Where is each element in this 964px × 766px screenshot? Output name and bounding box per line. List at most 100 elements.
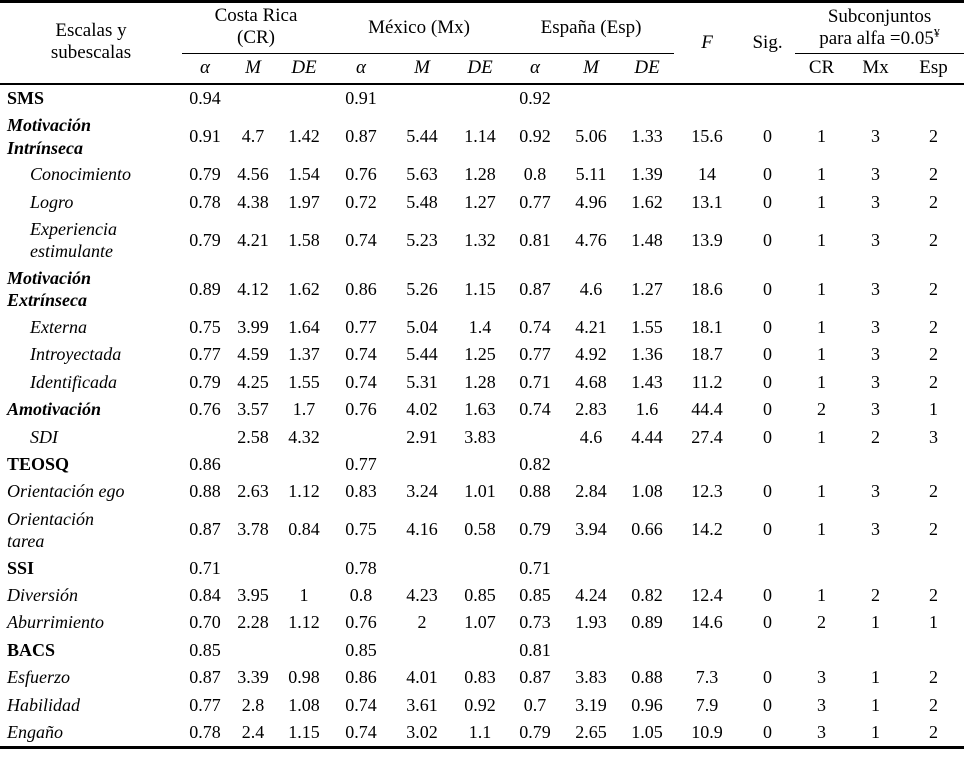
cell-value: 2.84 xyxy=(575,481,607,502)
cell-value xyxy=(452,555,508,582)
cell-value: 0.83 xyxy=(464,667,496,688)
cell-value: 1 xyxy=(817,316,827,337)
cell-value: 2 xyxy=(929,371,939,392)
table-row: Habilidad 0.77 2.8 1.08 0.74 3.61 0.92 0.7 3.19 0… xyxy=(0,692,964,719)
cell-value: 2 xyxy=(817,612,827,633)
statistics-table: Escalas y subescalas Costa Rica (CR) Méx… xyxy=(0,0,964,750)
cell-value: 0.82 xyxy=(519,453,551,474)
subheader-mx-alpha: α xyxy=(330,53,392,85)
row-label: Engaño xyxy=(7,722,63,743)
table-body: SMS 0.94 0.91 0.92 Motivación Intrínseca 0.91… xyxy=(0,84,964,748)
cell-value: 1.01 xyxy=(464,481,496,502)
cell-value: 0 xyxy=(763,481,773,502)
subheader-subset-esp: Esp xyxy=(903,53,964,85)
cell-value: 0.77 xyxy=(189,344,221,365)
cell-value: 0.79 xyxy=(189,229,221,250)
cell-value: 3.83 xyxy=(464,426,496,447)
cell-value: 4.23 xyxy=(406,585,438,606)
cell-value: 0 xyxy=(763,426,773,447)
cell-value: 1.07 xyxy=(464,612,496,633)
cell-value: 0.7 xyxy=(523,694,547,715)
row-label: Motivación Extrínseca xyxy=(7,267,91,311)
cell-value xyxy=(620,555,674,582)
cell-value: 1 xyxy=(817,426,827,447)
row-label: Introyectada xyxy=(30,344,122,365)
cell-value: 3 xyxy=(817,722,827,743)
cell-value: 0.86 xyxy=(189,453,221,474)
row-label: Diversión xyxy=(7,585,78,606)
cell-value: 4.01 xyxy=(406,667,438,688)
cell-value xyxy=(848,637,903,664)
cell-value: 0.87 xyxy=(519,278,551,299)
cell-value xyxy=(674,451,740,478)
cell-value: 10.9 xyxy=(691,722,723,743)
header-row-groups: Escalas y subescalas Costa Rica (CR) Méx… xyxy=(0,1,964,85)
cell-value xyxy=(562,555,620,582)
cell-value: 1.25 xyxy=(464,344,496,365)
cell-value: 5.31 xyxy=(406,371,438,392)
cell-value: 1 xyxy=(929,399,939,420)
cell-value: 2 xyxy=(929,481,939,502)
cell-value xyxy=(228,451,278,478)
column-header-escalas: Escalas y subescalas xyxy=(0,1,182,85)
cell-value: 2.83 xyxy=(575,399,607,420)
group-header-mexico: México (Mx) xyxy=(330,1,509,55)
cell-value: 1 xyxy=(817,371,827,392)
cell-value: 0.86 xyxy=(345,667,377,688)
subheader-esp-alpha: α xyxy=(508,53,563,85)
cell-value: 0.74 xyxy=(519,316,551,337)
cell-value: 0.96 xyxy=(631,694,663,715)
cell-value: 5.48 xyxy=(406,191,438,212)
cell-value: 2 xyxy=(929,585,939,606)
cell-value: 1.39 xyxy=(631,164,663,185)
table-row: Aburrimiento 0.70 2.28 1.12 0.76 2 1.07 0.73 1.9… xyxy=(0,609,964,636)
cell-value: 1.4 xyxy=(468,316,492,337)
cell-value: 1 xyxy=(817,229,827,250)
cell-value: 0.74 xyxy=(345,722,377,743)
cell-value: 0.73 xyxy=(519,612,551,633)
table-row: SDI 2.58 4.32 2.91 3.83 4.6 4.44 27.4 0 1 2 3 xyxy=(0,424,964,451)
table-row: Orientación tarea 0.87 3.78 0.84 0.75 4.16 0.5… xyxy=(0,506,964,555)
cell-value xyxy=(330,424,392,451)
cell-value: 1.12 xyxy=(288,612,320,633)
cell-value: 4.44 xyxy=(631,426,663,447)
cell-value: 0.74 xyxy=(345,229,377,250)
cell-value xyxy=(674,555,740,582)
table-row: SSI 0.71 0.78 0.71 xyxy=(0,555,964,582)
cell-value: 2 xyxy=(817,399,827,420)
cell-value: 0.71 xyxy=(189,557,221,578)
cell-value: 3.99 xyxy=(237,316,269,337)
cell-value: 0.88 xyxy=(189,481,221,502)
cell-value: 0.91 xyxy=(345,87,377,108)
cell-value: 0.89 xyxy=(631,612,663,633)
table-row: Engaño 0.78 2.4 1.15 0.74 3.02 1.1 0.79 2.65 1.05… xyxy=(0,719,964,748)
cell-value: 0.81 xyxy=(519,639,551,660)
cell-value: 0.92 xyxy=(519,125,551,146)
cell-value: 4.7 xyxy=(241,125,265,146)
cell-value xyxy=(452,451,508,478)
cell-value: 4.02 xyxy=(406,399,438,420)
cell-value: 3 xyxy=(871,191,881,212)
cell-value: 0.72 xyxy=(345,191,377,212)
cell-value: 3 xyxy=(929,426,939,447)
cell-value xyxy=(620,451,674,478)
cell-value xyxy=(392,637,452,664)
cell-value: 0.77 xyxy=(519,344,551,365)
cell-value: 12.3 xyxy=(691,481,723,502)
cell-value: 0.76 xyxy=(345,164,377,185)
cell-value: 2.58 xyxy=(237,426,269,447)
cell-value: 1.62 xyxy=(631,191,663,212)
cell-value: 5.44 xyxy=(406,344,438,365)
cell-value: 2 xyxy=(871,426,881,447)
cell-value: 4.92 xyxy=(575,344,607,365)
cell-value: 2 xyxy=(929,722,939,743)
cell-value: 0.71 xyxy=(519,557,551,578)
cell-value: 1.08 xyxy=(631,481,663,502)
cell-value: 0 xyxy=(763,694,773,715)
cell-value: 0.78 xyxy=(189,191,221,212)
cell-value: 1.7 xyxy=(292,399,316,420)
cell-value xyxy=(278,84,330,112)
cell-value: 1.28 xyxy=(464,164,496,185)
table-row: Externa 0.75 3.99 1.64 0.77 5.04 1.4 0.74 4.21 1.… xyxy=(0,314,964,341)
cell-value: 0.92 xyxy=(464,694,496,715)
